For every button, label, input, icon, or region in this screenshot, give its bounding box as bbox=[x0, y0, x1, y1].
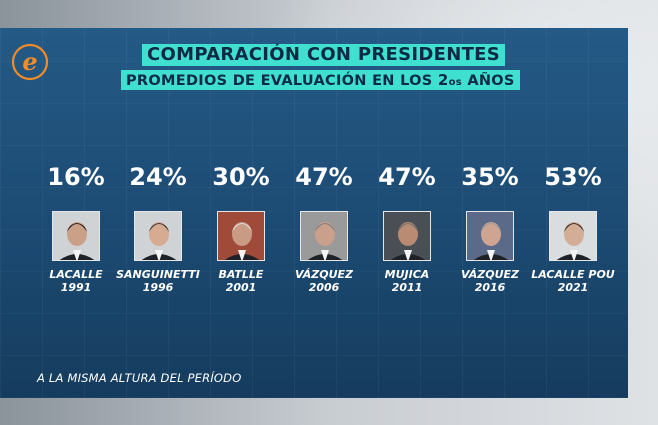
value-label: 35% bbox=[461, 163, 519, 191]
president-name: MUJICA bbox=[384, 268, 430, 281]
subtitle-number: 2 bbox=[437, 71, 449, 89]
president-name: BATLLE bbox=[218, 268, 264, 281]
president-photo bbox=[549, 211, 597, 261]
value-label: 24% bbox=[129, 163, 187, 191]
channel-logo-icon: e bbox=[10, 42, 50, 82]
subtitle-ordinal: os bbox=[448, 77, 462, 88]
president-year: 2016 bbox=[474, 281, 506, 294]
chart-subtitle: PROMEDIOS DE EVALUACIÓN EN LOS 2os AÑOS bbox=[121, 70, 520, 90]
president-year: 1991 bbox=[60, 281, 92, 294]
president-photo bbox=[217, 211, 265, 261]
president-photo bbox=[300, 211, 348, 261]
president-name: VÁZQUEZ bbox=[460, 268, 520, 281]
president-photo bbox=[52, 211, 100, 261]
value-label: 16% bbox=[47, 163, 105, 191]
president-year: 2001 bbox=[225, 281, 257, 294]
president-year: 2006 bbox=[308, 281, 340, 294]
president-photo bbox=[383, 211, 431, 261]
value-label: 47% bbox=[295, 163, 353, 191]
president-name: LACALLE bbox=[49, 268, 103, 281]
value-label: 30% bbox=[212, 163, 270, 191]
president-year: 2021 bbox=[557, 281, 589, 294]
subtitle-suffix: AÑOS bbox=[462, 73, 515, 89]
channel-logo-letter: e bbox=[22, 47, 37, 76]
chart-title: COMPARACIÓN CON PRESIDENTES bbox=[142, 44, 506, 66]
president-year: 1996 bbox=[142, 281, 174, 294]
president-photo bbox=[134, 211, 182, 261]
value-label: 47% bbox=[378, 163, 436, 191]
president-year: 2011 bbox=[391, 281, 423, 294]
president-name: VÁZQUEZ bbox=[294, 268, 354, 281]
subtitle-prefix: PROMEDIOS DE EVALUACIÓN EN LOS bbox=[126, 73, 438, 89]
footnote: A LA MISMA ALTURA DEL PERÍODO bbox=[37, 371, 242, 385]
president-photo bbox=[466, 211, 514, 261]
value-label: 53% bbox=[544, 163, 602, 191]
president-name: LACALLE POU bbox=[531, 268, 615, 281]
president-name: SANGUINETTI bbox=[116, 268, 200, 281]
